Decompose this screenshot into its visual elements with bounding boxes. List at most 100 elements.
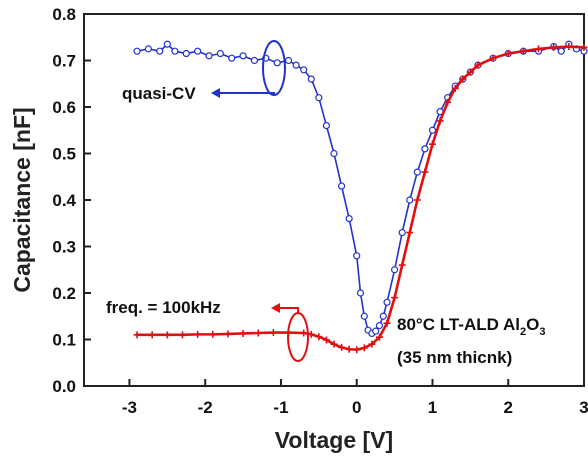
- data-point: [383, 319, 391, 327]
- data-point: [216, 49, 224, 58]
- x-tick-label: 0: [352, 398, 361, 417]
- data-point: [224, 330, 232, 338]
- data-point: [565, 43, 573, 51]
- x-tick-label: -2: [198, 398, 213, 417]
- data-point: [228, 54, 236, 62]
- data-point: [428, 126, 437, 134]
- x-tick-label: 1: [428, 398, 437, 417]
- sample-label: 80°C LT-ALD Al2O3: [397, 315, 545, 338]
- data-point: [375, 333, 383, 341]
- data-point: [133, 331, 141, 339]
- data-point: [372, 327, 380, 335]
- quasi-cv-label: quasi-CV: [122, 84, 196, 103]
- data-point: [194, 47, 202, 55]
- data-point: [360, 344, 368, 352]
- quasi-cv-annotation: quasi-CV: [122, 40, 286, 103]
- data-point: [205, 52, 213, 60]
- data-point: [345, 345, 353, 353]
- data-point: [406, 229, 414, 237]
- data-point: [315, 333, 323, 341]
- data-point: [368, 340, 376, 348]
- data-point: [466, 68, 474, 76]
- y-axis-title: Capacitance [nF]: [9, 107, 35, 292]
- data-point: [489, 54, 497, 62]
- data-point: [163, 331, 171, 339]
- sample-annotation: 80°C LT-ALD Al2O3 (35 nm thicnk): [397, 315, 545, 367]
- series-freq-100khz: [133, 43, 588, 354]
- data-point: [292, 61, 300, 69]
- freq-arrow: [280, 307, 299, 313]
- x-axis-title: Voltage [V]: [275, 427, 393, 453]
- data-point: [413, 168, 421, 176]
- y-tick-label: 0.6: [52, 98, 76, 117]
- quasi-cv-arrow-head: [211, 88, 220, 98]
- data-point: [178, 331, 186, 339]
- freq-annotation: freq. = 100kHz: [106, 298, 309, 362]
- freq-ellipse: [287, 312, 309, 362]
- y-tick-label: 0.0: [52, 377, 76, 396]
- y-tick-label: 0.8: [52, 5, 76, 24]
- data-point: [353, 252, 361, 260]
- data-point: [148, 331, 156, 339]
- x-tick-label: 3: [579, 398, 588, 417]
- y-tick-label: 0.2: [52, 284, 76, 303]
- data-point: [474, 61, 482, 69]
- y-tick-label: 0.5: [52, 145, 76, 164]
- data-point: [284, 56, 293, 65]
- data-point: [307, 75, 315, 83]
- data-point: [421, 168, 429, 176]
- data-point: [182, 49, 190, 58]
- data-point: [519, 47, 527, 55]
- data-point: [353, 346, 361, 354]
- data-point: [163, 40, 171, 48]
- data-point: [360, 312, 368, 320]
- data-point: [421, 145, 429, 153]
- x-axis-ticks: -3 -2 -1 0 1 2 3: [122, 379, 588, 417]
- data-point: [345, 215, 353, 223]
- y-tick-label: 0.4: [52, 191, 76, 210]
- data-point: [330, 149, 338, 158]
- y-tick-label: 0.1: [52, 331, 76, 350]
- data-point: [315, 94, 323, 102]
- data-point: [269, 329, 277, 337]
- y-axis-ticks: 0.0 0.1 0.2 0.3 0.4 0.5 0.6 0.7 0.8: [52, 5, 91, 396]
- data-point: [239, 52, 247, 60]
- data-point: [580, 43, 588, 51]
- data-point: [459, 75, 467, 83]
- quasi-cv-ellipse: [262, 40, 286, 96]
- data-point: [391, 294, 399, 302]
- quasi-cv-arrow: [220, 92, 275, 94]
- y-tick-label: 0.7: [52, 52, 76, 71]
- data-point: [504, 50, 512, 58]
- data-point: [338, 343, 346, 351]
- data-point: [535, 45, 543, 53]
- data-point: [322, 336, 330, 344]
- data-point: [398, 261, 406, 269]
- data-point: [375, 321, 384, 330]
- x-tick-label: 2: [504, 398, 513, 417]
- x-tick-label: -1: [273, 398, 288, 417]
- data-point: [428, 140, 436, 148]
- data-point: [330, 340, 338, 348]
- data-point: [413, 196, 421, 204]
- data-point: [171, 47, 179, 55]
- series-layer: [133, 40, 588, 354]
- data-point: [379, 312, 387, 320]
- data-point: [194, 330, 202, 338]
- data-point: [254, 329, 262, 337]
- data-point: [133, 47, 141, 55]
- data-point: [144, 45, 152, 53]
- data-point: [356, 289, 365, 297]
- data-point: [250, 56, 259, 65]
- freq-arrow-head: [271, 303, 280, 313]
- data-point: [398, 228, 406, 237]
- data-point: [406, 196, 414, 204]
- data-point: [300, 66, 308, 74]
- data-point: [273, 59, 281, 67]
- y-tick-label: 0.3: [52, 238, 76, 257]
- data-point: [391, 266, 399, 274]
- data-point: [444, 98, 452, 106]
- data-point: [322, 121, 331, 130]
- data-point: [550, 43, 558, 51]
